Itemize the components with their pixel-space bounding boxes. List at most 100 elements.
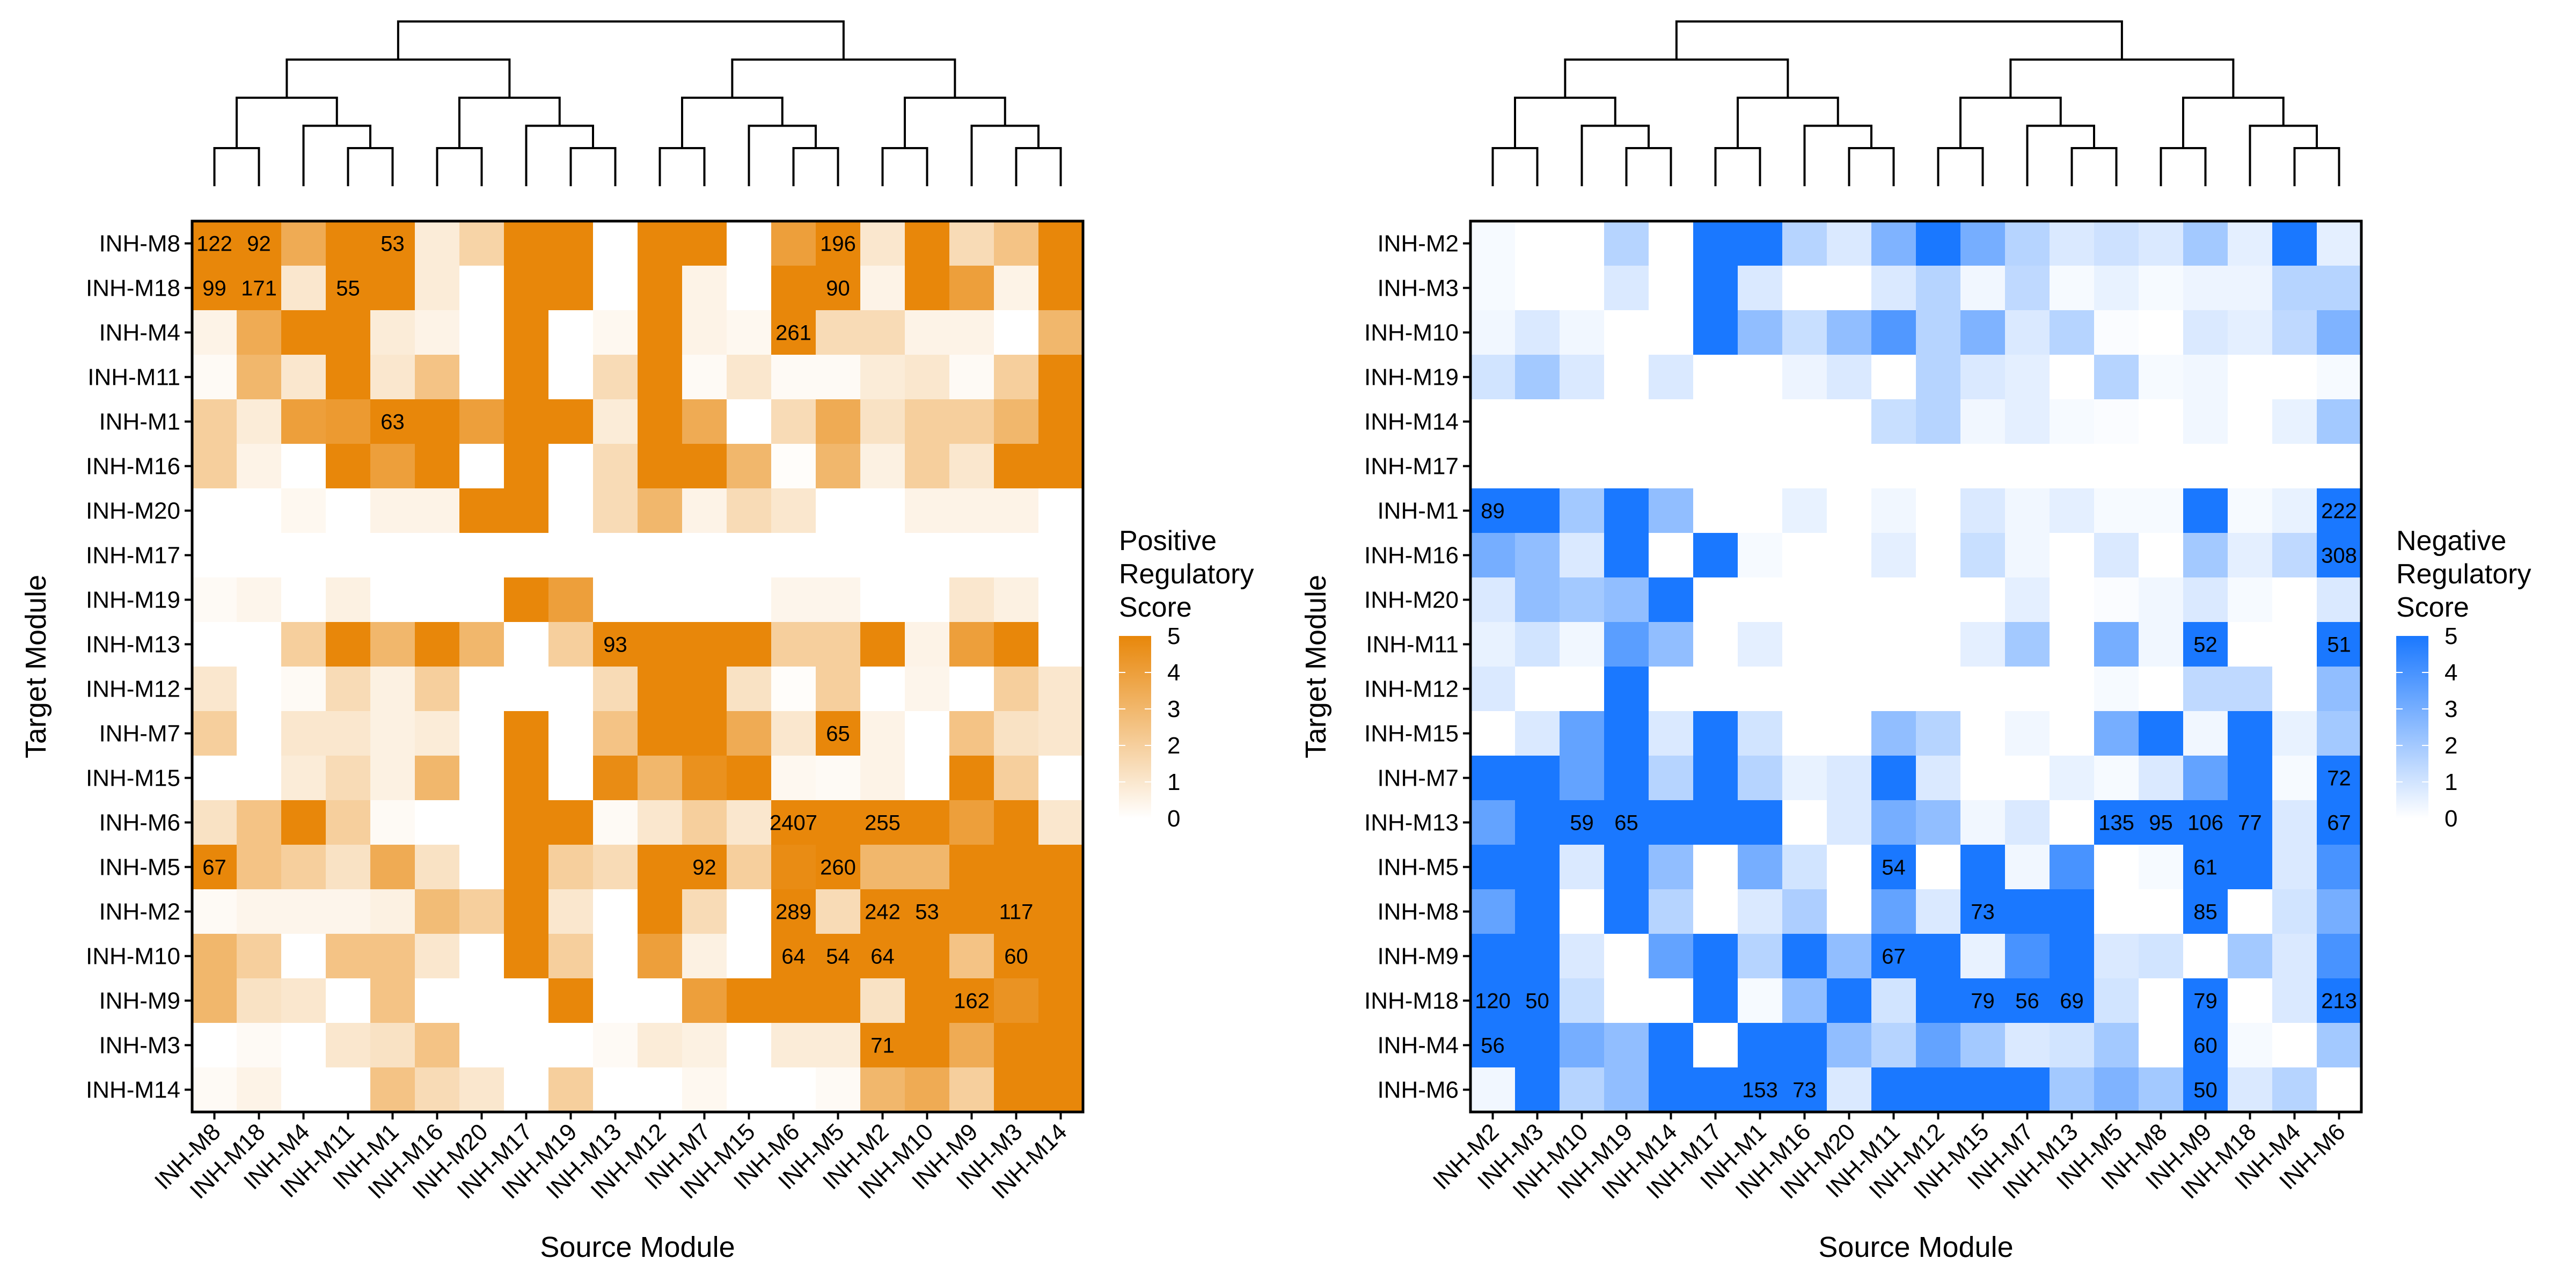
heatmap-cell: [504, 355, 549, 400]
heatmap-cell: [2317, 978, 2362, 1023]
y-tick-label: INH-M8: [99, 231, 180, 257]
heatmap-cell: [2317, 622, 2362, 667]
cell-value-label: 117: [999, 901, 1034, 924]
dendrogram-branch: [458, 97, 561, 148]
heatmap-cell: [415, 1067, 460, 1113]
heatmap-cell: [1916, 533, 1961, 578]
y-tick-label: INH-M8: [1377, 899, 1459, 925]
heatmap-cell: [816, 978, 861, 1023]
cell-value-label: 85: [2193, 901, 2218, 924]
heatmap-cell: [281, 533, 326, 578]
heatmap-cell: [1916, 1067, 1961, 1113]
heatmap-cell: [504, 800, 549, 845]
heatmap-cell: [1782, 1067, 1827, 1113]
heatmap-cell: [994, 1067, 1039, 1113]
heatmap-cell: [2183, 221, 2228, 266]
heatmap-cell: [994, 221, 1039, 266]
y-tick-label: INH-M7: [1377, 765, 1459, 792]
heatmap-cell: [1649, 800, 1694, 845]
cell-value-label: 261: [775, 321, 811, 345]
y-tick-label: INH-M3: [1377, 275, 1459, 302]
heatmap-cell: [2094, 1023, 2139, 1068]
heatmap-cell: [994, 978, 1039, 1023]
heatmap-cell: [415, 800, 460, 845]
dendrogram-branch: [525, 125, 594, 186]
dendrogram-branch: [2009, 58, 2235, 98]
heatmap-cell: [638, 711, 683, 756]
cell-value-label: 63: [380, 411, 405, 434]
heatmap-cell: [192, 889, 237, 934]
heatmap-cell: [1560, 533, 1605, 578]
cell-value-label: 255: [865, 811, 901, 835]
heatmap-cell: [949, 978, 994, 1023]
heatmap-cell: [816, 756, 861, 801]
heatmap-cell: [326, 444, 371, 489]
heatmap-cell: [1782, 622, 1827, 667]
heatmap-cell: [1871, 622, 1916, 667]
heatmap-cell: [593, 622, 638, 667]
dendrogram-branch: [1514, 97, 1616, 148]
heatmap-cell: [905, 1023, 950, 1068]
heatmap-cell: [2228, 934, 2273, 979]
dendrogram-branch: [2182, 97, 2285, 148]
heatmap-cell: [816, 1067, 861, 1113]
heatmap-cell: [905, 711, 950, 756]
heatmap-cell: [281, 488, 326, 533]
heatmap-cell: [1738, 1067, 1783, 1113]
heatmap-cell: [2005, 399, 2050, 444]
cell-value-label: 162: [954, 990, 990, 1013]
heatmap-cell: [1515, 444, 1560, 489]
dendrogram-branch: [302, 125, 371, 186]
heatmap-cell: [326, 577, 371, 623]
heatmap-cell: [281, 667, 326, 712]
y-tick-label: INH-M16: [1364, 543, 1459, 569]
heatmap-cell: [593, 444, 638, 489]
dendrogram-branch: [1491, 147, 1539, 186]
heatmap-cell: [237, 355, 282, 400]
heatmap-cell: [370, 266, 415, 311]
heatmap-cell: [2183, 444, 2228, 489]
heatmap-cell: [860, 622, 905, 667]
heatmap-cell: [548, 622, 594, 667]
y-tick-label: INH-M15: [86, 765, 180, 792]
heatmap-cell: [415, 978, 460, 1023]
heatmap-cell: [2183, 889, 2228, 934]
heatmap-cell: [504, 756, 549, 801]
heatmap-cell: [994, 355, 1039, 400]
heatmap-cell: [1470, 221, 1516, 266]
dendrogram-branch: [236, 97, 338, 148]
heatmap-cell: [1470, 889, 1516, 934]
heatmap-cell: [1960, 533, 2006, 578]
legend-tick-label: 1: [2445, 769, 2457, 795]
heatmap-cell: [326, 889, 371, 934]
heatmap-cell: [1871, 889, 1916, 934]
dendrogram-branch: [1580, 125, 1650, 186]
heatmap-cell: [459, 310, 504, 355]
heatmap-cell: [1782, 1023, 1827, 1068]
cell-value-label: 73: [1792, 1079, 1817, 1102]
heatmap-cell: [682, 756, 727, 801]
cell-value-label: 54: [826, 945, 850, 969]
heatmap-cell: [237, 577, 282, 623]
heatmap-cell: [2005, 577, 2050, 623]
heatmap-cell: [1960, 889, 2006, 934]
heatmap-cell: [2005, 934, 2050, 979]
heatmap-cell: [2317, 1023, 2362, 1068]
heatmap-cell: [860, 310, 905, 355]
heatmap-cell: [1960, 488, 2006, 533]
heatmap-cell: [994, 845, 1039, 890]
heatmap-cell: [1649, 711, 1694, 756]
heatmap-cell: [370, 934, 415, 979]
cell-value-label: 65: [1614, 811, 1638, 835]
dendrogram-branch: [904, 97, 1006, 148]
heatmap-cell: [1827, 221, 1872, 266]
cell-value-label: 89: [1481, 500, 1505, 523]
heatmap-cell: [682, 266, 727, 311]
heatmap-cell: [682, 577, 727, 623]
heatmap-cell: [727, 622, 772, 667]
heatmap-cell: [2272, 266, 2317, 311]
heatmap-cell: [2005, 800, 2050, 845]
heatmap-cell: [638, 756, 683, 801]
heatmap-cell: [949, 577, 994, 623]
